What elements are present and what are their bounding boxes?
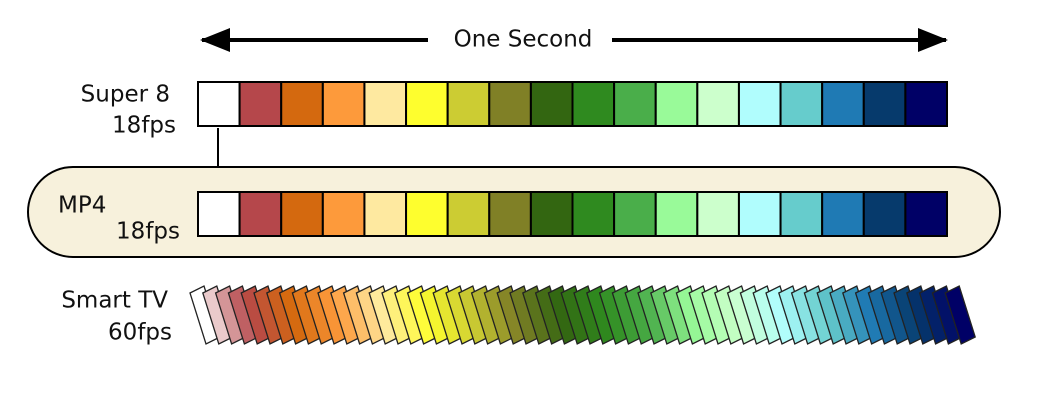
frame: [862, 191, 907, 237]
frames: [189, 81, 976, 345]
frame: [280, 81, 324, 127]
frame: [696, 81, 740, 127]
frame: [779, 81, 824, 127]
frame: [488, 191, 532, 237]
frame: [571, 81, 616, 127]
row-rate: 18fps: [112, 113, 176, 139]
frame: [529, 81, 574, 127]
frame: [197, 191, 241, 237]
frame: [613, 191, 657, 237]
frame: [862, 81, 907, 127]
frame: [405, 81, 449, 127]
frame: [446, 81, 491, 127]
frame: [280, 191, 324, 237]
row-rate: 60fps: [108, 320, 172, 346]
frame: [737, 81, 782, 127]
frame: [405, 191, 449, 237]
frame: [696, 191, 740, 237]
title: One Second: [454, 27, 593, 53]
frame: [779, 191, 824, 237]
frame: [446, 191, 491, 237]
frame: [321, 191, 366, 237]
frame: [654, 81, 699, 127]
frame: [529, 191, 574, 237]
frame: [821, 81, 865, 127]
frame: [488, 81, 532, 127]
row-label: Super 8: [81, 82, 170, 108]
frame: [238, 81, 283, 127]
row-rate: 18fps: [116, 219, 180, 245]
frame: [363, 81, 408, 127]
frame: [821, 191, 865, 237]
frame: [654, 191, 699, 237]
frame: [613, 81, 657, 127]
frame: [238, 191, 283, 237]
tv-frame: [944, 285, 976, 345]
frame: [571, 191, 616, 237]
frame: [363, 191, 408, 237]
frame: [197, 81, 241, 127]
row-label: MP4: [58, 193, 106, 219]
frame: [737, 191, 782, 237]
row-label: Smart TV: [61, 288, 168, 314]
frame: [904, 81, 949, 127]
frame: [904, 191, 949, 237]
frame: [321, 81, 366, 127]
